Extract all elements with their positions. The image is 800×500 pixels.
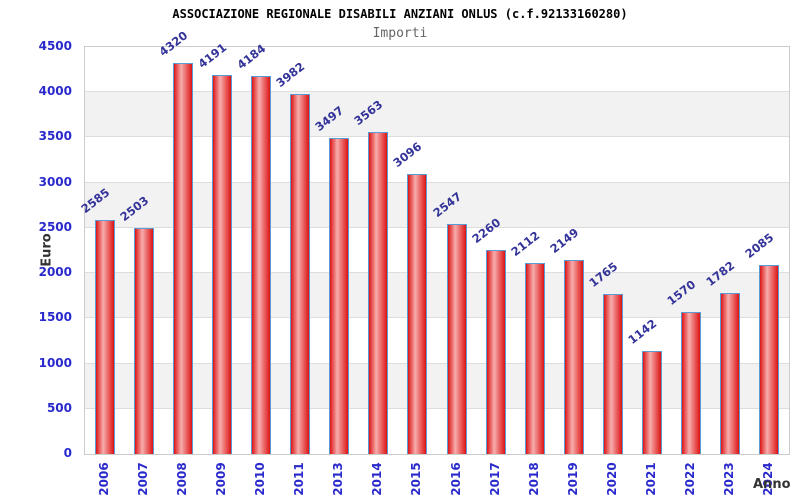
- x-tick-label: 2023: [722, 462, 737, 496]
- gridline: [85, 362, 789, 364]
- bar-value-label: 1142: [625, 315, 660, 347]
- plot-band: [85, 92, 789, 138]
- gridline: [85, 272, 789, 274]
- bar: [759, 265, 780, 454]
- bar: [681, 312, 702, 454]
- bar: [368, 131, 389, 454]
- x-tick-label: 2007: [135, 462, 150, 496]
- bar: [603, 294, 623, 454]
- bar: [524, 262, 545, 454]
- y-tick-label: 2500: [38, 219, 72, 234]
- x-tick-label: 2015: [409, 462, 424, 496]
- gridline: [85, 407, 789, 409]
- x-tick-label: 2011: [292, 462, 307, 496]
- gridline: [85, 91, 789, 93]
- bar: [94, 220, 115, 454]
- x-tick-label: 2014: [370, 462, 385, 496]
- bar: [407, 173, 428, 454]
- bar: [642, 350, 663, 454]
- bar-value-label: 2112: [508, 228, 542, 259]
- bar-value-label: 2085: [742, 230, 777, 262]
- y-tick-label: 500: [46, 400, 72, 415]
- bar: [563, 259, 584, 454]
- bar: [720, 292, 741, 454]
- x-tick-label: 2009: [213, 462, 228, 496]
- plot-band: [85, 273, 789, 319]
- chart-subtitle: Importi: [372, 26, 428, 41]
- y-axis: 0 500 1000 1500 2000 2500 3000 3500 4000 4500: [0, 39, 78, 460]
- x-tick-label: 2019: [565, 462, 580, 496]
- y-tick-label: 4500: [38, 39, 72, 53]
- x-tick-label: 2016: [448, 462, 463, 496]
- y-tick-label: 0: [63, 446, 72, 460]
- y-tick-label: 4000: [38, 84, 72, 99]
- bar-value-label: 3096: [390, 139, 425, 170]
- y-tick-label: 1000: [38, 355, 72, 370]
- bar: [251, 75, 271, 454]
- bar-value-label: 2149: [547, 224, 582, 256]
- gridline: [85, 226, 789, 228]
- bar: [446, 223, 467, 454]
- x-tick-label: 2008: [174, 462, 189, 496]
- bar: [211, 74, 232, 454]
- bar: [133, 227, 154, 454]
- bar: [485, 249, 506, 454]
- bar: [290, 93, 311, 454]
- x-tick-label: 2010: [253, 462, 267, 496]
- x-tick-label: 2022: [683, 462, 698, 496]
- bar-value-label: 4191: [195, 40, 230, 71]
- x-tick-label: 2006: [96, 462, 111, 496]
- x-tick-label: 2021: [644, 462, 659, 496]
- plot-area: 2585 2503 4320 4191 4184 3982 3497 3563 3096 2547…: [78, 29, 790, 455]
- y-tick-label: 2000: [38, 265, 72, 280]
- bar: [172, 63, 193, 454]
- bar: [329, 137, 350, 454]
- gridline: [85, 181, 789, 183]
- x-axis: 2006 2007 2008 2009 2010 2011 2013 2014 2015 2016…: [84, 456, 790, 500]
- bar-value-label: 4184: [234, 40, 269, 72]
- gridline: [85, 317, 789, 319]
- plot-band: [85, 182, 789, 228]
- plot-band: [85, 363, 789, 409]
- bar-value-label: 3982: [273, 59, 308, 90]
- y-tick-label: 1500: [38, 310, 72, 325]
- chart-title: ASSOCIAZIONE REGIONALE DISABILI ANZIANI …: [172, 7, 628, 21]
- x-tick-label: 2020: [605, 462, 619, 496]
- y-tick-label: 3000: [38, 174, 72, 189]
- x-tick-label: 2018: [526, 462, 541, 496]
- gridline: [85, 136, 789, 138]
- x-tick-label: 2017: [487, 462, 502, 496]
- x-axis-title: Anno: [753, 477, 791, 492]
- y-tick-label: 3500: [38, 129, 72, 144]
- x-tick-label: 2013: [331, 462, 346, 496]
